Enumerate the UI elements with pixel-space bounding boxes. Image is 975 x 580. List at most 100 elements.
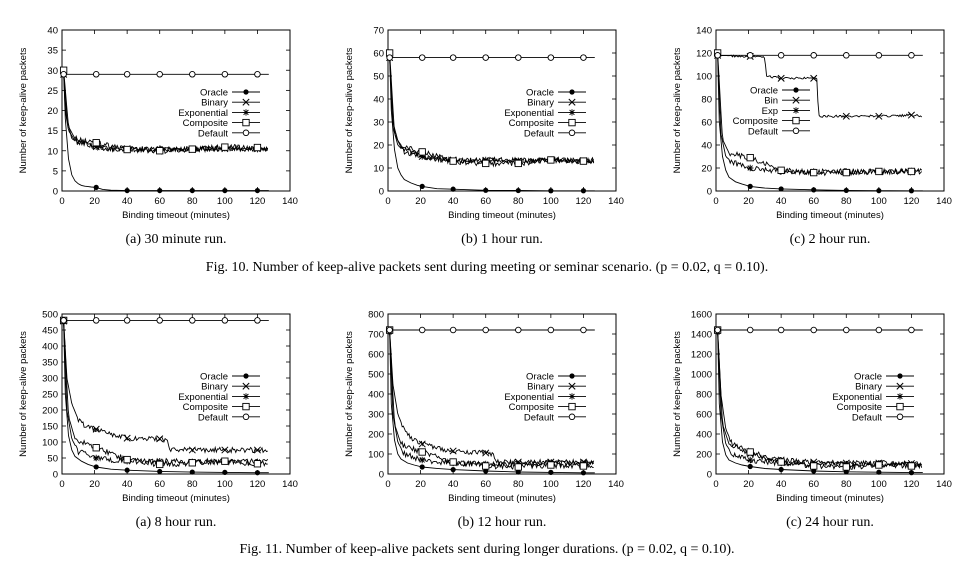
data-point-exponential (747, 456, 754, 464)
data-point-default (843, 52, 850, 59)
y-axis-label: Number of keep-alive packets (672, 331, 683, 457)
data-point-binary (253, 446, 261, 454)
data-point-composite (777, 458, 785, 466)
data-point-composite (746, 153, 754, 162)
data-point-exponential (93, 143, 100, 150)
series-line-binary (389, 57, 595, 165)
data-point-composite (92, 444, 100, 452)
data-point-default (547, 54, 555, 61)
y-tick-label: 700 (368, 330, 384, 341)
data-point-oracle (548, 469, 554, 475)
data-point-oracle (811, 187, 817, 193)
y-tick-label: 60 (373, 49, 384, 60)
data-point-oracle (419, 183, 425, 189)
data-point-default (60, 71, 67, 78)
y-tick-label: 200 (696, 450, 712, 461)
data-point-binary (188, 446, 196, 454)
data-point-default (482, 326, 489, 334)
x-tick-label: 140 (608, 196, 624, 207)
y-tick-label: 250 (42, 390, 58, 401)
y-tick-label: 0 (379, 470, 384, 481)
data-point-bin (777, 74, 785, 82)
data-point-composite (547, 156, 555, 164)
legend-label: Exponential (178, 108, 228, 119)
y-tick-label: 0 (379, 187, 384, 198)
data-point-default (221, 71, 229, 78)
data-point-default (580, 326, 587, 334)
y-tick-label: 800 (696, 390, 712, 401)
legend-marker-oracle (569, 89, 575, 95)
y-tick-label: 5 (53, 166, 58, 177)
panel-10b: 0 20 40 60 80 100 120 140 0 10 20 30 40 50 60 70 Binding… (344, 26, 624, 248)
y-tick-label: 140 (696, 26, 712, 37)
legend-label: Oracle (526, 372, 554, 383)
panel-10c: 0 20 40 60 80 100 120 140 0 20 40 60 80 100 120 140 Bind… (672, 26, 952, 248)
legend-marker-oracle (793, 87, 799, 93)
y-tick-label: 20 (701, 164, 712, 175)
y-tick-label: 1000 (691, 370, 712, 381)
legend-marker-exponential (568, 393, 576, 400)
legend-marker-default (242, 413, 250, 421)
data-point-oracle (222, 187, 228, 194)
figure-11-caption: Fig. 11. Number of keep-alive packets se… (239, 542, 734, 557)
data-point-default (386, 326, 393, 334)
data-point-oracle (189, 187, 195, 194)
panel-caption: (c) 2 hour run. (790, 232, 871, 247)
data-point-default (908, 326, 915, 334)
x-tick-label: 60 (808, 479, 819, 490)
series-line-exponential (63, 72, 269, 154)
data-point-default (810, 326, 817, 334)
data-point-default (843, 326, 850, 334)
data-point-exponential (93, 454, 100, 462)
y-tick-label: 1200 (691, 350, 712, 361)
data-point-default (254, 317, 261, 324)
data-point-oracle (778, 186, 784, 192)
data-point-oracle (747, 463, 753, 470)
data-point-default (515, 54, 522, 61)
x-tick-label: 80 (187, 479, 198, 490)
data-point-oracle (778, 466, 784, 473)
legend-label: Exponential (178, 392, 228, 403)
panel-10a: 0 20 40 60 80 100 120 140 0 5 10 15 20 25 30 35 40 Bindin… (18, 26, 298, 248)
x-tick-label: 0 (59, 479, 64, 490)
y-tick-label: 200 (42, 406, 58, 417)
data-point-oracle (876, 188, 882, 194)
y-tick-label: 20 (47, 106, 58, 117)
x-tick-label: 0 (385, 479, 390, 490)
x-tick-label: 80 (513, 479, 524, 490)
data-point-composite (579, 462, 588, 470)
data-point-composite (449, 458, 457, 466)
x-tick-label: 120 (903, 479, 919, 490)
data-point-composite (514, 159, 522, 168)
data-point-default (123, 71, 131, 78)
y-tick-label: 800 (368, 310, 384, 321)
x-axis-label: Binding timeout (minutes) (122, 210, 230, 221)
data-point-oracle (93, 464, 99, 470)
data-point-composite (907, 167, 916, 176)
x-tick-label: 140 (282, 479, 298, 490)
data-point-composite (810, 168, 818, 177)
y-tick-label: 20 (373, 141, 384, 152)
data-point-oracle (254, 187, 261, 194)
data-point-composite (188, 459, 196, 467)
legend-marker-binary (242, 98, 250, 106)
legend-marker-composite (792, 116, 800, 125)
legend-marker-binary (896, 382, 904, 390)
data-point-default (714, 52, 721, 59)
data-point-default (547, 326, 555, 334)
y-tick-label: 40 (701, 141, 712, 152)
data-point-composite (221, 457, 229, 465)
plot-frame (715, 29, 945, 192)
data-point-oracle (222, 469, 228, 475)
panel-11c: 0 20 40 60 80 100 120 1400200400600800100012001… (672, 310, 952, 531)
legend-marker-default (568, 413, 576, 421)
legend-marker-binary (568, 98, 576, 106)
legend-label: Binary (201, 98, 228, 109)
legend-marker-exp (792, 107, 800, 114)
x-axis-label: Binding timeout (minutes) (448, 210, 556, 221)
data-point-oracle (515, 469, 521, 475)
legend-label: Composite (733, 116, 778, 127)
series-line-oracle (389, 55, 595, 192)
data-point-composite (221, 143, 229, 151)
data-point-composite (810, 462, 818, 470)
